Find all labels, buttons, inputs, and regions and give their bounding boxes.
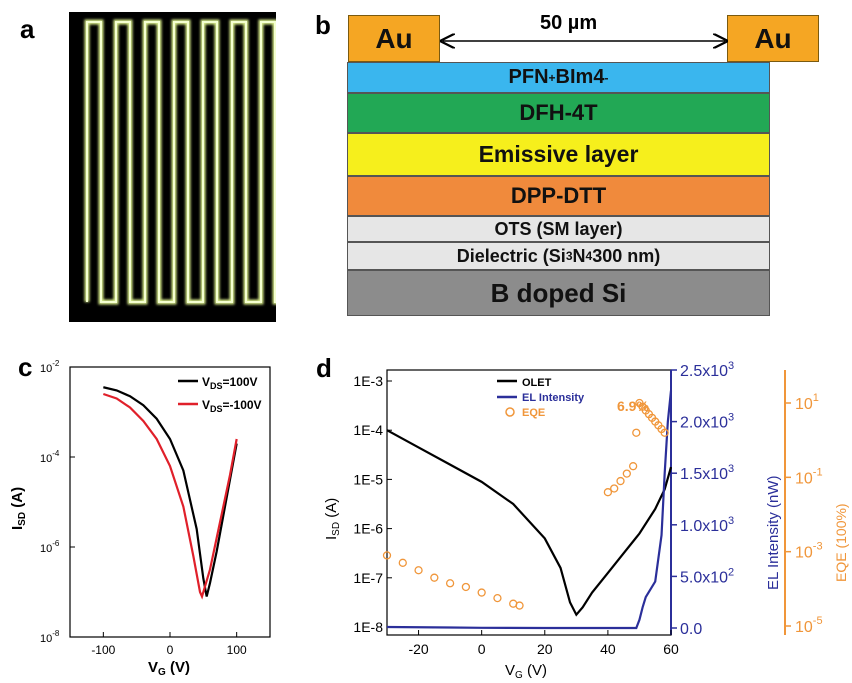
electrode-left: Au xyxy=(348,15,440,62)
d-y3tick-label: 10-1 xyxy=(795,466,823,487)
chart-d-legend: OLET EL Intensity EQE xyxy=(497,377,585,419)
c-xtick-label: 0 xyxy=(167,643,174,657)
dielectric-mid: N xyxy=(572,245,586,266)
d-y3tick-label: 101 xyxy=(795,392,819,413)
legend-d-swatch-2 xyxy=(505,407,515,417)
layer-pfn-label: PFN xyxy=(508,66,549,88)
d-eqe-point xyxy=(445,579,455,588)
dielectric-pre: Dielectric (Si xyxy=(456,245,566,266)
c-xtick-label: -100 xyxy=(91,643,115,657)
layer-dfh4t: DFH-4T xyxy=(347,93,770,133)
layer-dpp-dtt: DPP-DTT xyxy=(347,176,770,216)
d-eqe-point xyxy=(477,588,486,597)
c-ytick-label: 10-6 xyxy=(40,539,60,555)
c-ytick-label: 10-4 xyxy=(40,449,60,465)
d-eqe-point xyxy=(632,428,641,437)
d-xtick-label: 0 xyxy=(478,641,486,657)
layer-pfn-sup1: + xyxy=(548,70,556,85)
electrode-finger-path xyxy=(86,21,290,303)
d-eqe-point xyxy=(382,551,392,560)
panel-letter-b: b xyxy=(315,10,331,40)
d-ytick-label: 1E-4 xyxy=(353,422,383,438)
d-eqe-point xyxy=(398,558,407,567)
chart-d-y3label: EQE (100%) xyxy=(833,503,849,582)
layer-pfn-sup2: - xyxy=(604,70,609,85)
layer-pfn-mid: BIm4 xyxy=(555,66,605,88)
d-ytick-label: 1E-6 xyxy=(353,521,383,537)
d-ytick-label: 1E-8 xyxy=(353,619,383,635)
d-xtick-label: 60 xyxy=(663,641,679,657)
interdigitated-electrode-image xyxy=(84,19,290,305)
c-ytick-label: 10-8 xyxy=(40,629,60,645)
electrode-right: Au xyxy=(727,15,819,62)
gap-label: 50 µm xyxy=(540,12,598,34)
legend-d-label-2: EQE xyxy=(522,407,545,419)
chart-c-ylabel: ISD (A) xyxy=(9,487,28,530)
chart-d-xlabel: VG (V) xyxy=(505,662,547,681)
d-series-olet xyxy=(386,429,673,617)
d-eqe-point xyxy=(461,582,471,592)
d-y2tick-label: 2.5x103 xyxy=(680,360,734,380)
c-ytick-label: 10-2 xyxy=(40,359,60,375)
d-xtick-label: 20 xyxy=(537,641,553,657)
d-eqe-point xyxy=(628,462,638,471)
device-photo xyxy=(69,12,290,322)
d-ytick-label: 1E-5 xyxy=(353,471,383,487)
d-y2tick-label: 2.0x103 xyxy=(680,412,734,432)
dielectric-sub2: 4 xyxy=(585,249,593,263)
d-xtick-label: 40 xyxy=(600,641,616,657)
panel-letter-d: d xyxy=(316,353,332,383)
d-y3tick-label: 10-3 xyxy=(795,541,823,562)
d-eqe-point xyxy=(610,484,619,493)
d-eqe-point xyxy=(515,601,524,610)
layer-b-doped-si: B doped Si xyxy=(347,270,770,316)
d-xtick-label: -20 xyxy=(408,641,428,657)
legend-d-label-1: EL Intensity xyxy=(522,392,585,404)
d-ytick-label: 1E-7 xyxy=(353,570,383,586)
d-y2tick-label: 1.0x103 xyxy=(680,515,734,535)
d-eqe-point xyxy=(603,488,613,497)
layer-dielectric: Dielectric (Si 3 N 4 300 nm) xyxy=(347,242,770,270)
c-xtick-label: 100 xyxy=(227,643,247,657)
d-eqe-point xyxy=(616,476,625,486)
dielectric-post: 300 nm) xyxy=(592,245,661,266)
d-y2tick-label: 5.0x102 xyxy=(680,566,734,586)
d-ytick-label: 1E-3 xyxy=(353,373,383,389)
panel-letter-c: c xyxy=(18,352,33,382)
layer-emissive: Emissive layer xyxy=(347,133,770,176)
d-eqe-point xyxy=(430,573,439,582)
panel-letter-a: a xyxy=(20,14,35,44)
d-eqe-point xyxy=(622,469,631,478)
d-eqe-point xyxy=(660,428,669,437)
c-series-line-0 xyxy=(103,386,238,597)
d-series-el xyxy=(386,390,673,630)
d-y2tick-label: 0.0 xyxy=(680,621,702,638)
chart-d-ylabel: ISD (A) xyxy=(323,498,342,540)
c-series-line-1 xyxy=(102,392,238,600)
dielectric-sub1: 3 xyxy=(565,249,573,263)
chart-d-y2label: EL Intensity (nW) xyxy=(765,476,782,590)
d-eqe-point xyxy=(414,566,423,575)
legend-c-label-0: VDS=100V xyxy=(202,375,258,391)
legend-c-label-1: VDS=-100V xyxy=(202,398,262,414)
chart-c-xlabel: VG (V) xyxy=(148,659,190,678)
chart-d-annotation: 6.9% xyxy=(617,398,649,414)
d-eqe-point xyxy=(493,593,502,603)
d-y3tick-label: 10-5 xyxy=(795,615,823,636)
legend-d-label-0: OLET xyxy=(522,377,552,389)
d-y2tick-label: 1.5x103 xyxy=(680,463,734,483)
chart-c-legend: VDS=100V VDS=-100V xyxy=(178,375,262,414)
layer-pfn: PFN + BIm4- xyxy=(347,62,770,93)
layer-ots: OTS (SM layer) xyxy=(347,216,770,242)
